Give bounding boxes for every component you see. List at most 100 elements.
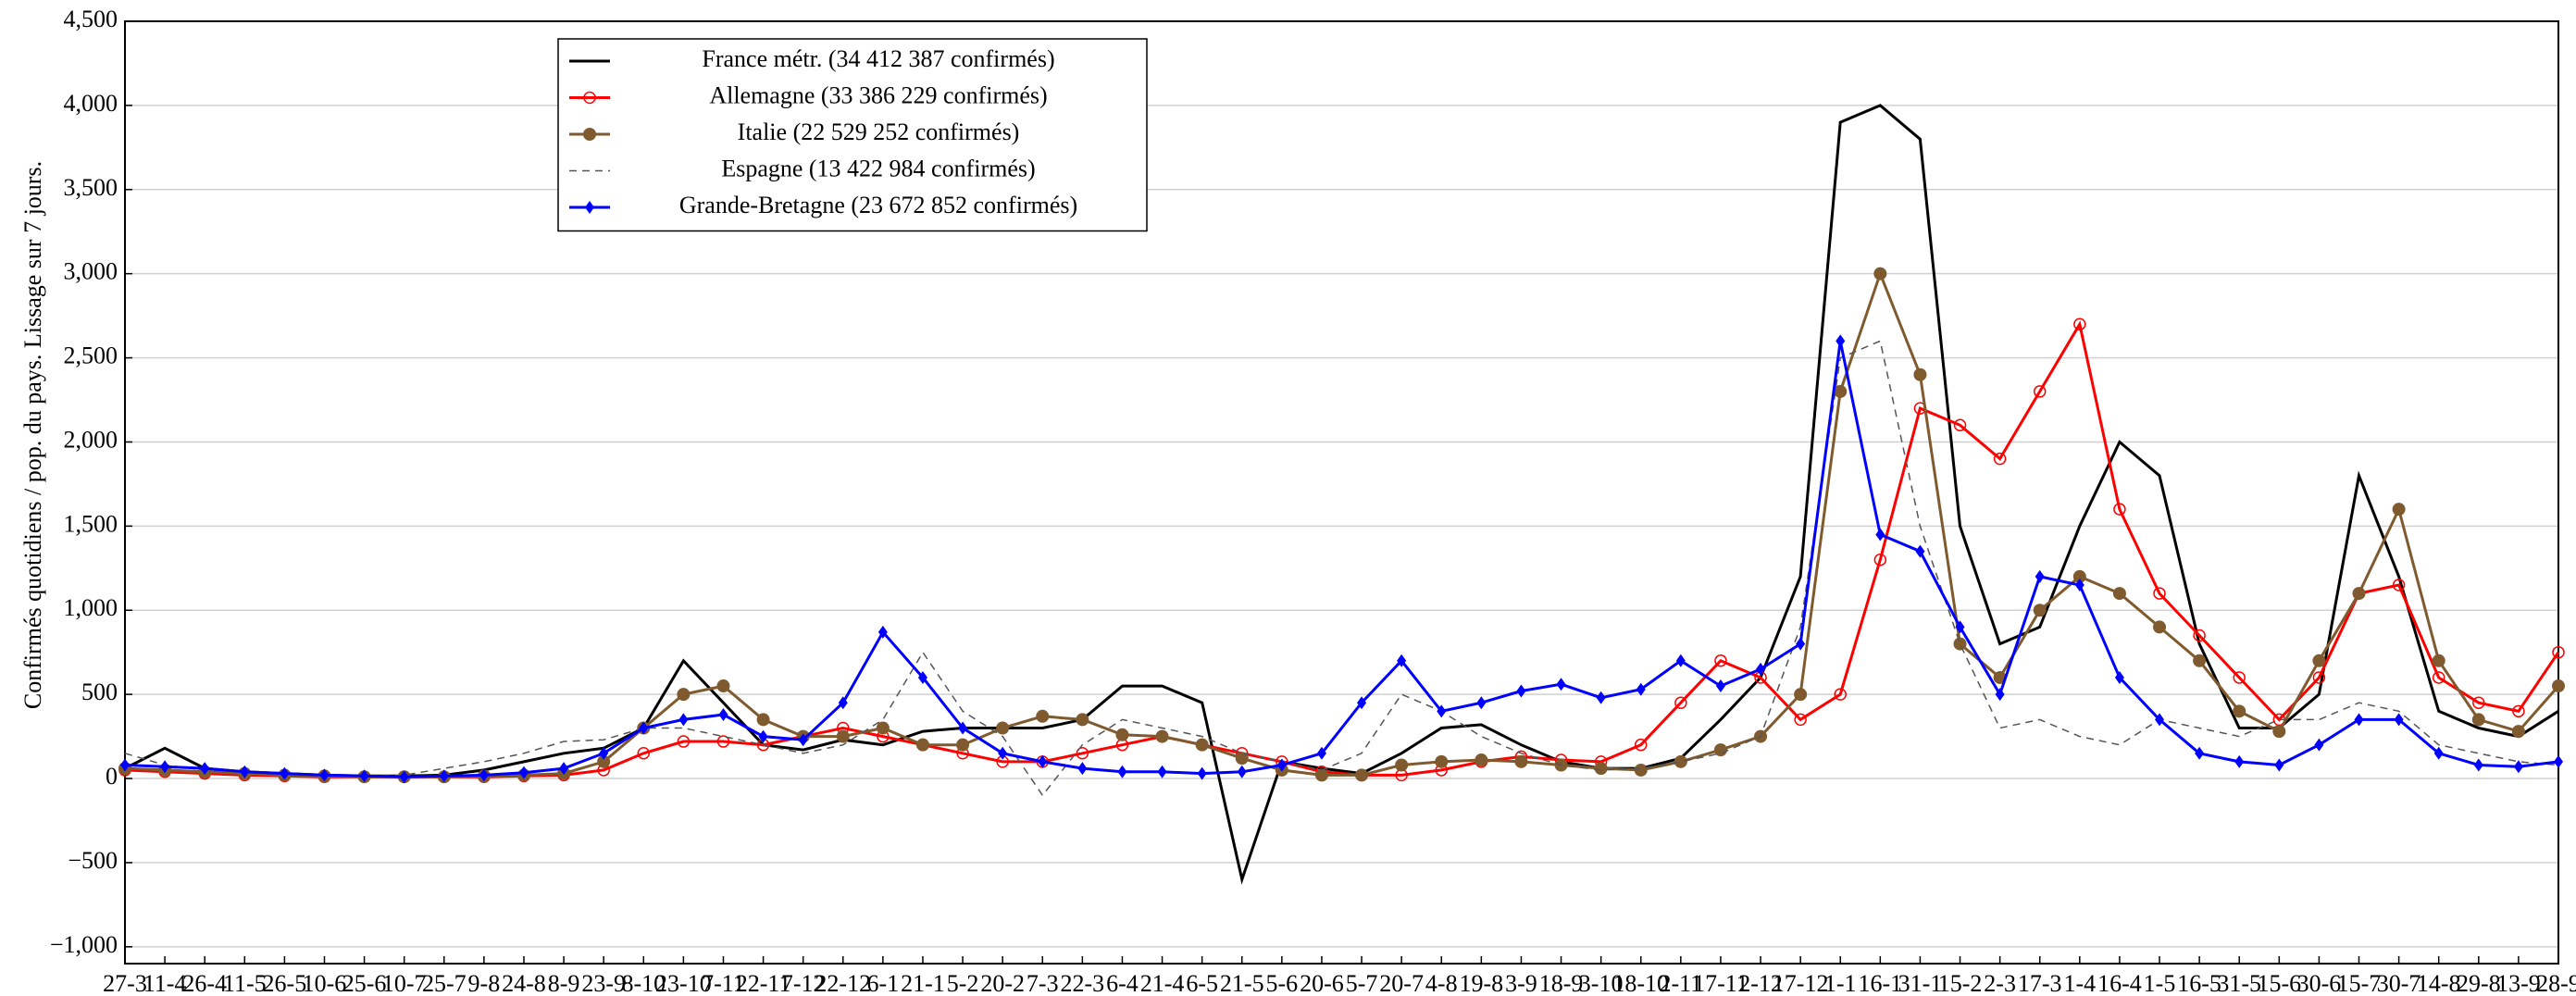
x-tick-label: 25-7: [422, 970, 467, 996]
point: [1077, 762, 1088, 776]
x-tick-label: 30-7: [2377, 970, 2421, 996]
x-tick-label: 15-7: [2337, 970, 2382, 996]
point: [2074, 578, 2084, 591]
x-tick-label: 23-9: [581, 970, 626, 996]
series-line: [124, 269, 2560, 778]
legend-box: [557, 38, 1148, 232]
x-tick-label: 21-4: [1140, 970, 1185, 996]
point: [583, 91, 596, 105]
x-tick-label: 3-9: [1505, 970, 1537, 996]
point: [1038, 754, 1048, 768]
x-tick-label: 17-12: [1773, 970, 1829, 996]
point: [1953, 418, 1967, 432]
point: [2035, 569, 2045, 583]
x-tick-label: 2-12: [1738, 970, 1783, 996]
point: [1475, 753, 1488, 767]
x-tick-label: 7-11: [702, 970, 745, 996]
point: [1873, 267, 1887, 280]
plot-frame: [124, 20, 2559, 965]
x-tick-label: 7-3: [1027, 970, 1059, 996]
point: [1756, 662, 1766, 676]
point: [2033, 385, 2047, 398]
point: [1514, 754, 1528, 768]
point: [1556, 678, 1566, 691]
x-tick-label: 31-5: [2217, 970, 2261, 996]
x-tick-label: 21-5: [1220, 970, 1264, 996]
point: [998, 746, 1008, 760]
point: [439, 769, 449, 783]
point: [1915, 544, 1925, 558]
point: [399, 770, 409, 784]
point: [2392, 579, 2406, 591]
y-tick-label: 1,500: [64, 510, 118, 537]
x-tick-label: 14-8: [2417, 970, 2461, 996]
y-tick-label: 3,000: [64, 258, 118, 285]
point: [838, 696, 848, 710]
point: [280, 766, 290, 780]
x-tick-label: 20-7: [1379, 970, 1424, 996]
x-tick-label: 3-10: [1579, 970, 1624, 996]
x-tick-label: 21-1: [901, 970, 945, 996]
point: [1993, 452, 2007, 466]
x-tick-label: 30-6: [2297, 970, 2342, 996]
x-tick-label: 17-3: [2018, 970, 2062, 996]
point: [2354, 713, 2364, 727]
point: [2112, 587, 2126, 601]
x-tick-label: 8-9: [548, 970, 580, 996]
point: [678, 713, 689, 727]
point: [2153, 587, 2166, 600]
point: [1875, 528, 1885, 542]
x-tick-label: 11-4: [143, 970, 187, 996]
x-tick-label: 1-5: [2144, 970, 2176, 996]
point: [2193, 654, 2207, 667]
series-line: [124, 341, 2559, 778]
point: [120, 758, 130, 772]
x-tick-label: 28-9: [2536, 970, 2576, 996]
y-tick-label: 2,000: [64, 426, 118, 453]
x-tick-label: 20-2: [980, 970, 1025, 996]
point: [1675, 654, 1686, 667]
point: [2233, 671, 2246, 684]
x-tick-label: 18-10: [1612, 970, 1669, 996]
point: [758, 729, 768, 743]
point: [2314, 738, 2324, 752]
point: [1955, 620, 1965, 634]
point: [917, 670, 927, 684]
point: [1913, 367, 1927, 381]
point: [1235, 752, 1249, 766]
point: [2233, 704, 2246, 718]
point: [1237, 765, 1247, 778]
point: [1674, 696, 1687, 709]
x-tick-label: 16-4: [2097, 970, 2142, 996]
legend-label: Grande-Bretagne (23 672 852 confirmés): [679, 192, 1077, 218]
point: [2113, 503, 2126, 516]
x-tick-label: 20-6: [1300, 970, 1344, 996]
y-tick-label: 4,000: [64, 90, 118, 117]
x-tick-label: 22-11: [736, 970, 791, 996]
point: [2554, 754, 2563, 768]
point: [1953, 637, 1967, 651]
point: [1117, 765, 1127, 778]
point: [2432, 671, 2445, 684]
x-tick-label: 5-6: [1266, 970, 1299, 996]
point: [718, 707, 728, 721]
point: [1435, 754, 1449, 768]
point: [2193, 629, 2206, 642]
point: [2473, 758, 2483, 772]
point: [1476, 696, 1487, 710]
point: [585, 201, 594, 214]
x-tick-label: 6-5: [1186, 970, 1218, 996]
point: [877, 625, 888, 639]
point: [2114, 670, 2124, 684]
point: [637, 747, 651, 760]
point: [1873, 553, 1887, 566]
point: [559, 762, 569, 776]
point: [1714, 654, 1727, 667]
point: [2552, 645, 2565, 659]
point: [2312, 671, 2326, 684]
x-tick-label: 7-12: [781, 970, 826, 996]
point: [1115, 728, 1129, 741]
point: [1437, 704, 1447, 718]
x-tick-label: 17-11: [1693, 970, 1748, 996]
point: [2513, 760, 2523, 774]
